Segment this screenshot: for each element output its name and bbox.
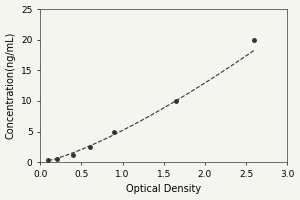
Y-axis label: Concentration(ng/mL): Concentration(ng/mL) xyxy=(6,32,16,139)
X-axis label: Optical Density: Optical Density xyxy=(126,184,201,194)
